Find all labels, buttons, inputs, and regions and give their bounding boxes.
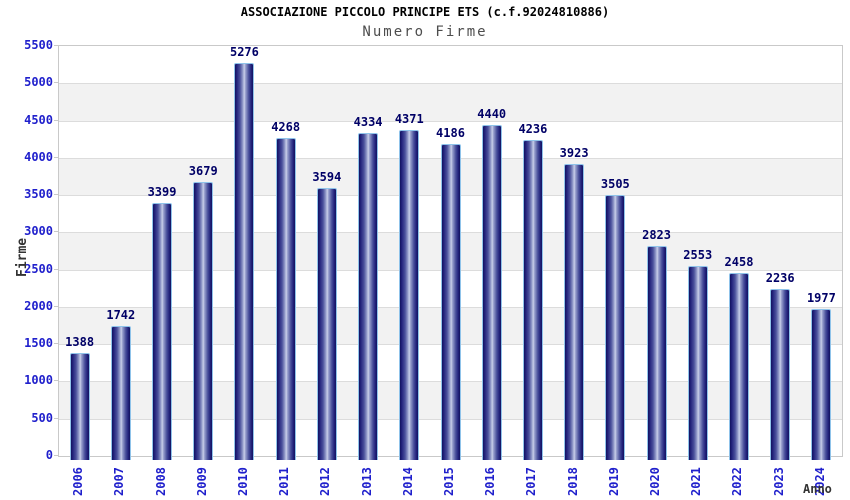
bar xyxy=(358,132,379,460)
x-tick-label: 2006 xyxy=(71,467,86,496)
bar xyxy=(728,272,749,460)
x-tick-label: 2013 xyxy=(359,467,374,496)
bar-value-label: 4268 xyxy=(271,119,301,134)
y-tick-mark xyxy=(54,268,58,270)
x-tick-label: 2012 xyxy=(318,467,333,496)
y-tick-label: 2000 xyxy=(24,298,53,313)
x-tick-label: 2020 xyxy=(648,467,663,496)
x-axis-label: Anno xyxy=(803,482,832,496)
bar-value-label: 4440 xyxy=(477,107,507,122)
bar-value-label: 5276 xyxy=(229,44,259,59)
y-tick-label: 4500 xyxy=(24,112,53,127)
bar-value-label: 2823 xyxy=(642,227,671,242)
bar xyxy=(110,326,131,460)
bar xyxy=(152,202,173,460)
y-tick-label: 5500 xyxy=(24,38,53,52)
bar xyxy=(605,194,626,460)
bar-value-label: 3923 xyxy=(559,145,589,160)
y-tick-mark xyxy=(54,45,58,46)
y-tick-mark xyxy=(54,380,58,382)
chart-title: ASSOCIAZIONE PICCOLO PRINCIPE ETS (c.f.9… xyxy=(240,5,610,19)
y-tick-mark xyxy=(54,119,58,121)
x-tick-label: 2018 xyxy=(565,467,580,496)
y-tick-label: 1000 xyxy=(24,373,53,388)
bar xyxy=(522,140,543,460)
bar xyxy=(399,130,420,460)
bar-value-label: 2458 xyxy=(724,254,754,269)
grid-line xyxy=(59,120,842,122)
bar-value-label: 4236 xyxy=(518,122,548,137)
x-tick-label: 2007 xyxy=(112,467,127,496)
x-tick-label: 2009 xyxy=(194,467,209,496)
bar-value-label: 2236 xyxy=(765,271,795,286)
bar-value-label: 4371 xyxy=(394,112,424,127)
x-tick-label: 2010 xyxy=(235,467,250,496)
x-tick-label: 2014 xyxy=(400,467,415,496)
x-tick-label: 2011 xyxy=(277,467,292,496)
bar-value-label: 3399 xyxy=(147,184,177,199)
plot-area: 1388 1742 3399 3679 5276 4268 3594 4334 4371 4186… xyxy=(58,44,843,460)
y-tick-mark xyxy=(54,194,58,196)
bar-value-label: 3679 xyxy=(188,163,218,178)
chart-subtitle: Numero Firme xyxy=(362,24,488,40)
y-tick-mark xyxy=(54,417,58,419)
x-tick-label: 2008 xyxy=(153,467,168,496)
y-tick-mark xyxy=(54,455,58,456)
y-tick-label: 3000 xyxy=(24,224,53,239)
bar xyxy=(811,308,832,460)
bar xyxy=(193,181,214,460)
bar xyxy=(646,245,667,460)
bar-value-label: 2553 xyxy=(683,247,713,262)
x-tick-label: 2016 xyxy=(483,467,498,496)
y-tick-label: 2500 xyxy=(24,261,53,276)
y-tick-label: 5000 xyxy=(24,75,53,90)
bar xyxy=(687,265,708,460)
grid-line xyxy=(59,83,842,85)
bar xyxy=(440,143,461,460)
x-tick-label: 2021 xyxy=(689,467,704,496)
x-tick-label: 2023 xyxy=(771,467,786,496)
y-tick-mark xyxy=(54,305,58,307)
bar-value-label: 3594 xyxy=(312,170,342,185)
bar-value-label: 4334 xyxy=(353,114,383,129)
y-axis-label: Firme xyxy=(15,237,30,277)
y-tick-mark xyxy=(54,231,58,233)
x-tick-label: 2022 xyxy=(730,467,745,496)
bar-value-label: 1388 xyxy=(65,334,95,349)
x-tick-label: 2017 xyxy=(524,467,539,496)
bar-value-label: 1977 xyxy=(806,290,836,305)
bar-value-label: 4186 xyxy=(436,125,465,140)
bar xyxy=(275,137,296,460)
y-tick-label: 1500 xyxy=(24,336,53,351)
x-tick-label: 2015 xyxy=(442,467,456,496)
y-tick-mark xyxy=(54,343,58,345)
y-tick-mark xyxy=(54,156,58,158)
y-tick-label: 4000 xyxy=(24,149,53,164)
bar xyxy=(481,125,502,460)
bar xyxy=(564,163,585,460)
bar xyxy=(770,289,791,460)
grid-band xyxy=(59,83,842,121)
grid-band xyxy=(59,46,842,84)
y-tick-label: 500 xyxy=(31,410,53,425)
bar-value-label: 1742 xyxy=(106,308,136,323)
bar-value-label: 3505 xyxy=(600,176,630,191)
bar xyxy=(234,62,255,460)
y-tick-mark xyxy=(54,82,58,84)
bar xyxy=(69,352,90,460)
y-tick-label: 0 xyxy=(45,448,53,462)
x-tick-label: 2019 xyxy=(606,467,621,496)
bar xyxy=(316,188,337,460)
y-tick-label: 3500 xyxy=(24,187,53,202)
